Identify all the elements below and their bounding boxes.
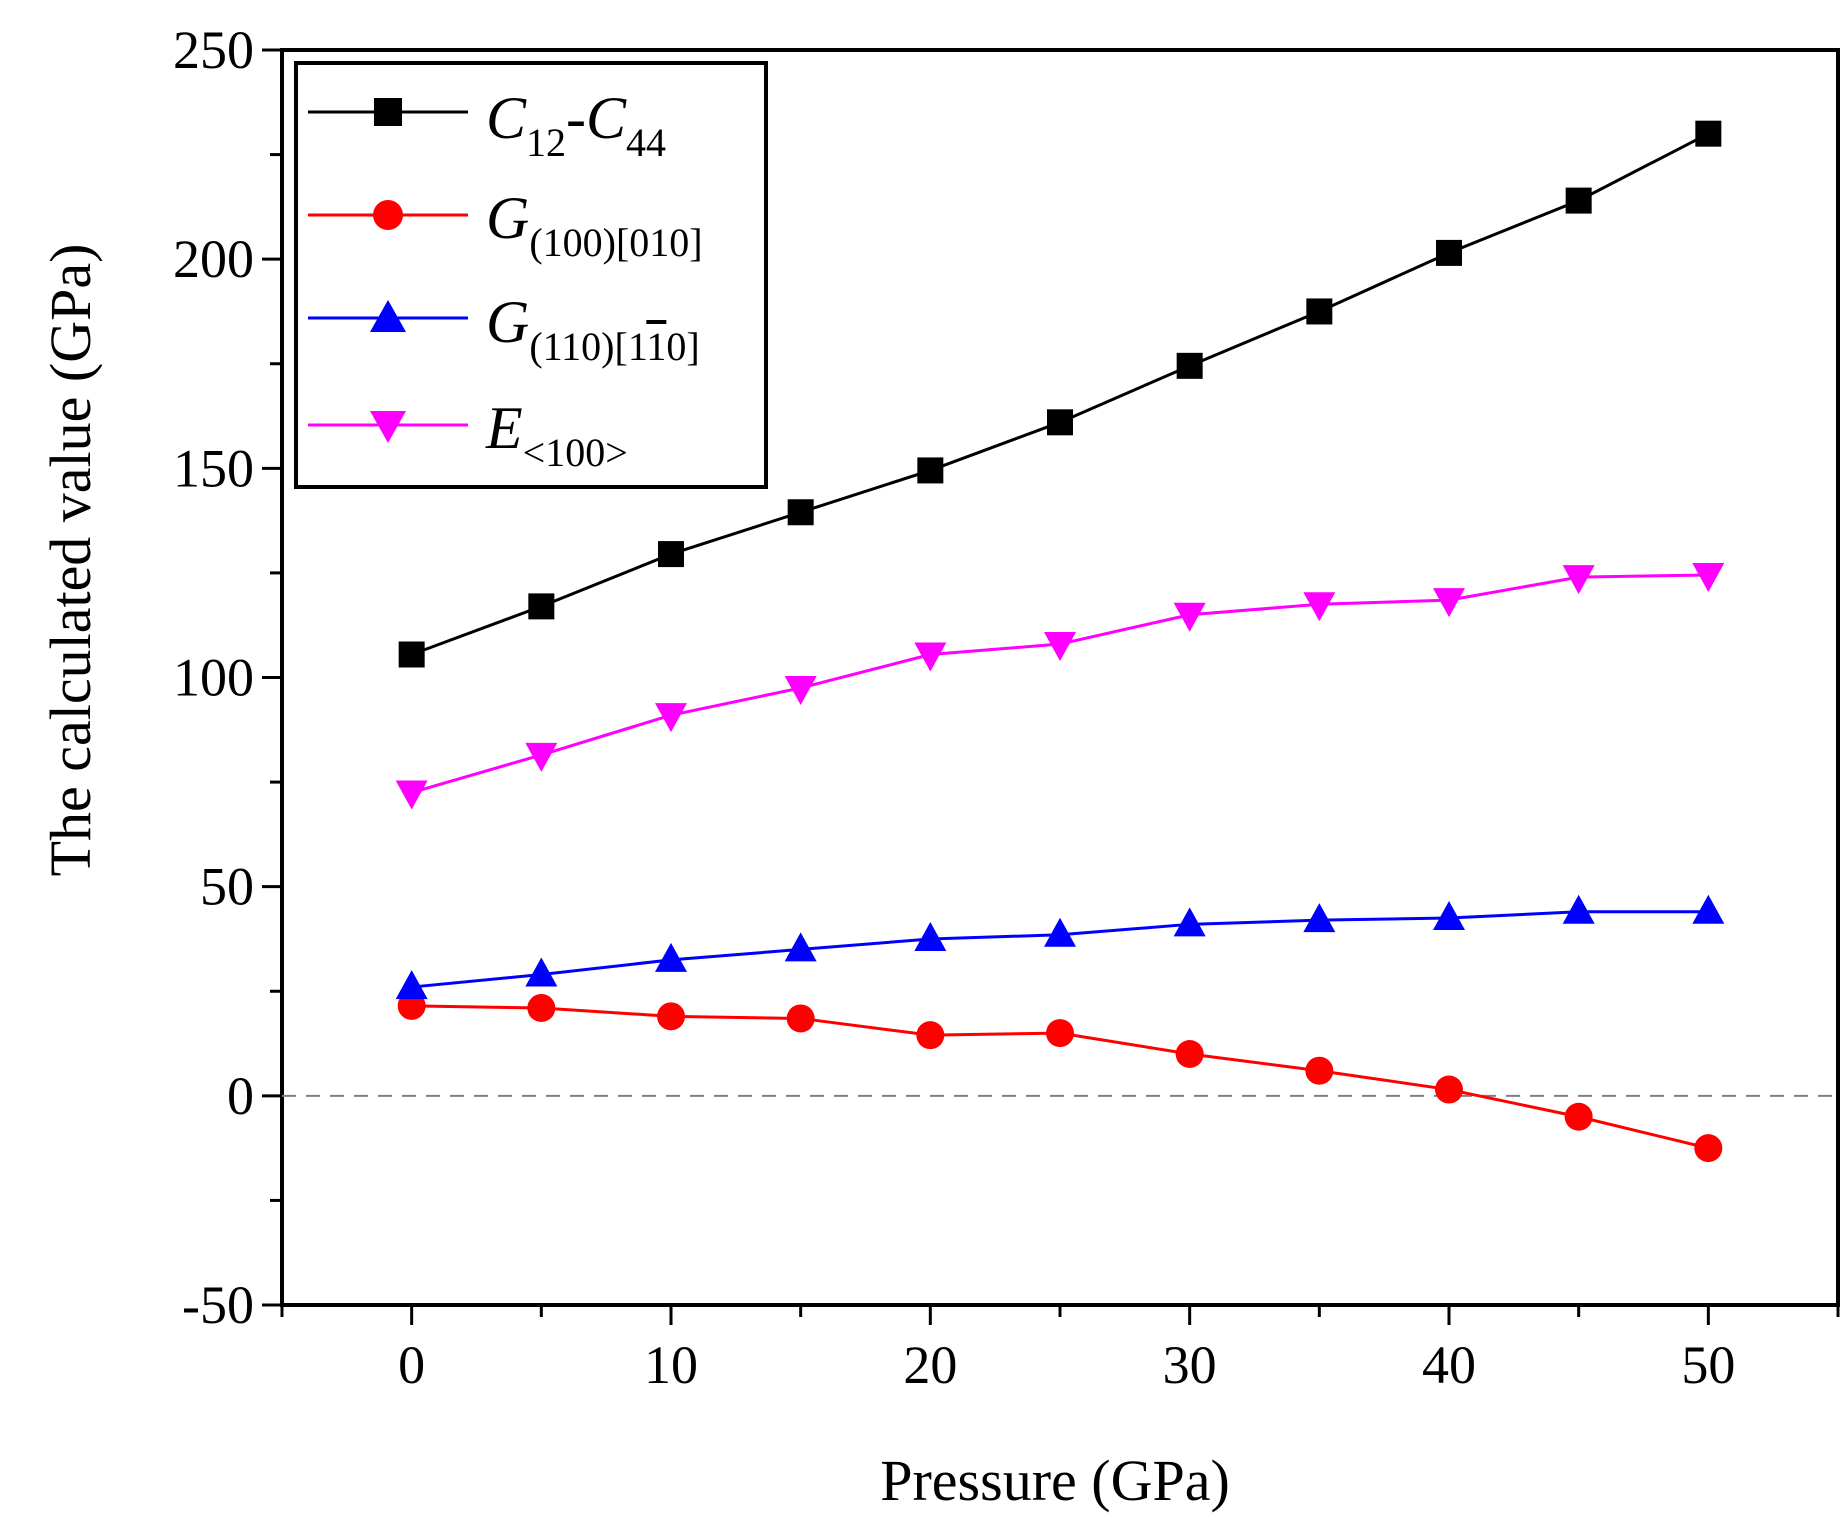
data-point-circle bbox=[1694, 1134, 1723, 1163]
legend-entry-g100-010: G(100)[010] bbox=[308, 185, 703, 265]
y-axis-title: The calculated value (GPa) bbox=[38, 244, 103, 877]
data-point-triangle-up bbox=[1044, 917, 1076, 947]
data-point-circle bbox=[1564, 1102, 1593, 1131]
x-axis: 0 10 20 30 40 50 bbox=[280, 1305, 1840, 1395]
data-point-triangle-down bbox=[1044, 632, 1076, 662]
data-point-triangle-down bbox=[1433, 588, 1465, 618]
data-point-circle bbox=[1175, 1040, 1204, 1068]
y-tick-label: -50 bbox=[182, 1275, 254, 1335]
y-tick-label: 250 bbox=[173, 20, 254, 80]
y-tick-label: 150 bbox=[173, 438, 254, 498]
data-point-triangle-up bbox=[1562, 894, 1595, 924]
data-point-circle bbox=[657, 1002, 685, 1031]
data-point-circle bbox=[1046, 1019, 1074, 1048]
legend-marker-square bbox=[374, 98, 402, 126]
series-2 bbox=[395, 894, 1725, 1000]
data-point-square bbox=[1047, 409, 1073, 436]
data-point-square bbox=[1306, 298, 1333, 325]
data-point-triangle-up bbox=[1433, 901, 1465, 931]
x-tick-label: 10 bbox=[644, 1335, 698, 1395]
data-point-circle bbox=[1435, 1075, 1463, 1104]
data-point-square bbox=[917, 457, 944, 484]
y-tick-label: 200 bbox=[173, 229, 254, 289]
legend-entry-c12-c44: C12-C44 bbox=[308, 85, 666, 165]
series-0 bbox=[398, 120, 1722, 668]
data-point-triangle-down bbox=[1173, 602, 1206, 632]
data-point-circle bbox=[527, 993, 556, 1022]
data-point-circle bbox=[1305, 1056, 1334, 1085]
data-point-triangle-down bbox=[655, 703, 687, 733]
series-1 bbox=[397, 991, 1723, 1163]
data-point-triangle-up bbox=[1692, 894, 1725, 924]
data-point-triangle-down bbox=[914, 642, 947, 672]
data-point-triangle-up bbox=[395, 970, 428, 1000]
data-point-circle bbox=[786, 1004, 815, 1033]
legend: C12-C44 G(100)[010] G(110)[110] E<100> bbox=[294, 61, 768, 489]
legend-entry-e100: E<100> bbox=[308, 395, 628, 475]
y-tick-label: 0 bbox=[227, 1066, 254, 1126]
data-point-square bbox=[1436, 239, 1462, 266]
legend-marker-triangle-down bbox=[370, 411, 406, 443]
data-point-square bbox=[1695, 120, 1722, 147]
data-point-triangle-down bbox=[1562, 565, 1595, 595]
y-axis: -50 0 50 100 150 200 250 bbox=[173, 20, 282, 1335]
data-point-triangle-up bbox=[655, 942, 687, 972]
data-point-square bbox=[787, 499, 814, 526]
legend-marker-circle bbox=[373, 200, 403, 230]
x-tick-label: 50 bbox=[1681, 1335, 1735, 1395]
series-3 bbox=[395, 563, 1725, 810]
data-point-square bbox=[658, 541, 684, 568]
data-point-triangle-up bbox=[1173, 907, 1206, 937]
data-point-triangle-down bbox=[1303, 592, 1336, 622]
legend-entry-g110-1-10: G(110)[110] bbox=[308, 289, 700, 369]
x-tick-label: 20 bbox=[903, 1335, 957, 1395]
data-point-square bbox=[1176, 352, 1203, 379]
x-tick-label: 40 bbox=[1422, 1335, 1476, 1395]
data-point-triangle-up bbox=[1303, 903, 1336, 933]
legend-marker-triangle-up bbox=[370, 300, 406, 332]
data-point-triangle-down bbox=[1692, 563, 1725, 593]
data-point-triangle-up bbox=[914, 921, 947, 951]
data-point-triangle-down bbox=[525, 742, 558, 772]
series-line bbox=[411, 573, 1709, 794]
data-point-triangle-down bbox=[395, 780, 428, 810]
data-point-square bbox=[1565, 187, 1592, 214]
series-layer bbox=[395, 120, 1725, 1163]
data-point-circle bbox=[916, 1021, 945, 1050]
legend-label-g100-010: G(100)[010] bbox=[486, 185, 703, 265]
data-point-square bbox=[528, 593, 555, 620]
x-tick-label: 0 bbox=[398, 1335, 425, 1395]
data-point-triangle-up bbox=[784, 932, 817, 962]
y-tick-label: 50 bbox=[200, 857, 254, 917]
y-tick-label: 100 bbox=[173, 648, 254, 708]
data-point-triangle-up bbox=[525, 957, 558, 987]
data-point-square bbox=[398, 641, 425, 668]
legend-label-g110-1-10: G(110)[110] bbox=[486, 289, 700, 369]
legend-label-e100: E<100> bbox=[485, 395, 628, 475]
x-tick-label: 30 bbox=[1163, 1335, 1217, 1395]
data-point-triangle-down bbox=[784, 675, 817, 705]
x-axis-title: Pressure (GPa) bbox=[880, 1448, 1230, 1513]
legend-label-c12-c44: C12-C44 bbox=[486, 85, 666, 165]
